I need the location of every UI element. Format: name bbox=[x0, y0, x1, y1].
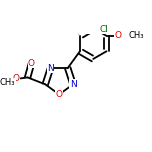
Text: CH₃: CH₃ bbox=[0, 78, 15, 87]
Text: O: O bbox=[13, 74, 20, 83]
Text: Cl: Cl bbox=[99, 25, 108, 34]
Text: O: O bbox=[56, 90, 63, 99]
Text: CH₃: CH₃ bbox=[129, 31, 144, 40]
Text: N: N bbox=[70, 80, 76, 89]
Text: N: N bbox=[47, 64, 54, 73]
Text: O: O bbox=[28, 59, 35, 68]
Text: O: O bbox=[115, 31, 122, 40]
